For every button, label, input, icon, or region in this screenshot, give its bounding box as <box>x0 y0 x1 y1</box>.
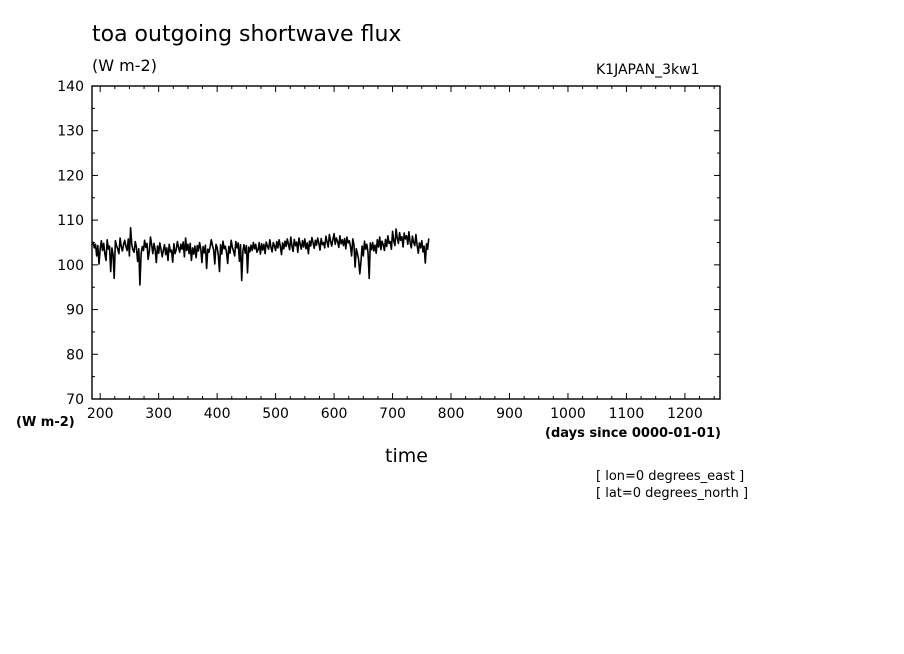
y-tick-label: 130 <box>57 124 84 140</box>
y-tick-label: 140 <box>57 79 84 95</box>
run-name: K1JAPAN_3kw1 <box>596 62 700 78</box>
y-tick-label: 90 <box>66 303 84 319</box>
x-tick-label: 200 <box>87 406 114 422</box>
x-tick-label: 400 <box>204 406 231 422</box>
x-axis-unit: (days since 0000-01-01) <box>545 426 721 441</box>
x-tick-label: 700 <box>379 406 406 422</box>
y-axis-unit: (W m-2) <box>16 415 75 430</box>
series-line <box>91 226 430 286</box>
y-tick-label: 110 <box>57 213 84 229</box>
plot-frame <box>91 85 721 400</box>
x-tick-labels: 200 300 400 500 600 700 800 900 1000 1100 1200 <box>87 406 703 422</box>
x-tick-label: 1100 <box>609 406 645 422</box>
x-tick-label: 900 <box>496 406 523 422</box>
x-axis-title: time <box>385 445 428 467</box>
x-tick-label: 1200 <box>667 406 703 422</box>
longitude-note: [ lon=0 degrees_east ] <box>596 469 745 484</box>
y-tick-label: 100 <box>57 258 84 274</box>
y-tick-labels: 70 80 90 100 110 120 130 140 <box>57 79 84 408</box>
latitude-note: [ lat=0 degrees_north ] <box>596 486 749 501</box>
chart-title: toa outgoing shortwave flux <box>92 22 402 47</box>
x-tick-label: 800 <box>438 406 465 422</box>
x-tick-label: 500 <box>262 406 289 422</box>
y-tick-label: 70 <box>66 392 84 408</box>
x-tick-label: 300 <box>145 406 172 422</box>
chart-units: (W m-2) <box>92 56 157 75</box>
x-tick-label: 600 <box>321 406 348 422</box>
y-tick-label: 80 <box>66 347 84 363</box>
y-tick-label: 120 <box>57 168 84 184</box>
x-tick-label: 1000 <box>550 406 586 422</box>
